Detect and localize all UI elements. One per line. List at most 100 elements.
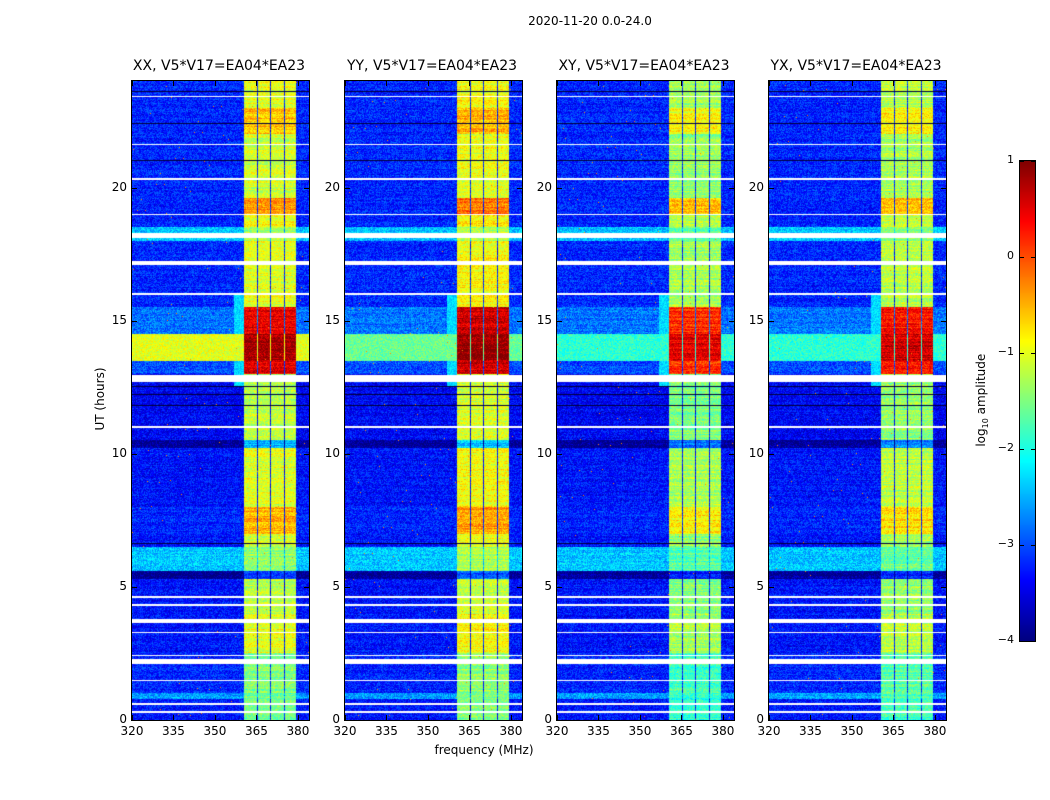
x-tick-label: 350 [628, 724, 652, 738]
colorbar-tick [1020, 449, 1024, 450]
y-tick [729, 720, 734, 721]
x-tick-label: 365 [670, 724, 693, 738]
x-tick [851, 715, 853, 720]
y-tick [557, 320, 562, 322]
y-tick [517, 453, 522, 455]
x-tick [345, 81, 346, 86]
y-tick-label: 0 [544, 712, 552, 726]
y-tick-label: 0 [756, 712, 764, 726]
y-tick [557, 187, 562, 189]
x-tick [173, 715, 175, 720]
y-tick [304, 320, 309, 322]
y-tick [304, 720, 309, 721]
y-tick [304, 586, 309, 588]
colorbar-tick-label: 0 [1007, 249, 1014, 262]
heatmap-image [769, 81, 946, 720]
y-tick [132, 187, 137, 189]
y-tick [557, 720, 562, 721]
x-tick-label: 380 [923, 724, 947, 738]
y-tick [769, 720, 774, 721]
y-tick-label: 10 [111, 445, 127, 460]
y-tick [729, 187, 734, 189]
x-tick-label: 335 [587, 724, 610, 738]
x-tick [297, 81, 299, 86]
y-axis-label: UT (hours) [93, 367, 107, 431]
x-tick-label: 350 [203, 724, 227, 738]
y-tick-label: 5 [119, 578, 127, 593]
colorbar-tick [1031, 353, 1035, 354]
y-tick [345, 720, 350, 721]
x-tick [297, 715, 299, 720]
x-tick-label: 335 [799, 724, 822, 738]
x-tick [934, 81, 936, 86]
colorbar-tick [1031, 257, 1035, 258]
x-tick-label: 320 [757, 724, 781, 738]
x-tick [345, 715, 346, 720]
y-tick [769, 187, 774, 189]
x-tick-label: 365 [882, 724, 905, 738]
x-tick [469, 715, 471, 720]
x-tick [173, 81, 175, 86]
heatmap-panel [768, 80, 947, 721]
y-tick [557, 453, 562, 455]
x-tick [722, 715, 724, 720]
y-tick [132, 453, 137, 455]
x-tick [256, 81, 258, 86]
y-tick-label: 0 [119, 712, 127, 726]
y-tick-label: 5 [756, 578, 764, 593]
y-tick [517, 320, 522, 322]
x-tick-label: 380 [499, 724, 523, 738]
x-tick-label: 335 [375, 724, 398, 738]
x-tick [934, 715, 936, 720]
y-tick [517, 187, 522, 189]
y-tick [769, 320, 774, 322]
y-tick-label: 15 [324, 312, 340, 327]
heatmap-panel [344, 80, 523, 721]
y-tick [345, 453, 350, 455]
x-tick-label: 350 [840, 724, 864, 738]
x-tick-label: 320 [545, 724, 569, 738]
y-tick-label: 5 [332, 578, 340, 593]
y-tick [941, 453, 946, 455]
y-tick [729, 453, 734, 455]
y-tick [557, 586, 562, 588]
y-tick [769, 586, 774, 588]
y-tick-label: 10 [324, 445, 340, 460]
x-tick [810, 81, 812, 86]
colorbar-tick [1020, 353, 1024, 354]
x-tick [256, 715, 258, 720]
x-tick [810, 715, 812, 720]
colorbar-tick [1031, 545, 1035, 546]
x-tick [681, 81, 683, 86]
colorbar-gradient [1020, 161, 1035, 641]
heatmap-panel [556, 80, 735, 721]
x-tick [893, 81, 895, 86]
y-tick [304, 453, 309, 455]
x-tick [598, 715, 600, 720]
x-axis-label: frequency (MHz) [434, 743, 534, 757]
x-tick-label: 320 [120, 724, 144, 738]
y-tick-label: 10 [536, 445, 552, 460]
x-tick [214, 715, 216, 720]
y-tick [132, 320, 137, 322]
y-tick-label: 20 [111, 179, 127, 194]
panel-title: YX, V5*V17=EA04*EA23 [770, 58, 942, 74]
colorbar-tick-label: 1 [1007, 153, 1014, 166]
x-tick [469, 81, 471, 86]
y-tick [304, 187, 309, 189]
y-tick [941, 187, 946, 189]
colorbar-tick-label: −3 [997, 537, 1014, 550]
x-tick [722, 81, 724, 86]
x-tick-label: 380 [286, 724, 310, 738]
x-tick [639, 715, 641, 720]
x-tick [639, 81, 641, 86]
x-tick [557, 81, 558, 86]
colorbar-tick [1020, 641, 1024, 642]
y-tick [729, 586, 734, 588]
y-tick-label: 0 [332, 712, 340, 726]
colorbar [1019, 160, 1036, 642]
colorbar-label-sub: 10 [981, 418, 991, 429]
y-tick-label: 10 [748, 445, 764, 460]
colorbar-tick [1020, 257, 1024, 258]
x-tick [427, 715, 429, 720]
